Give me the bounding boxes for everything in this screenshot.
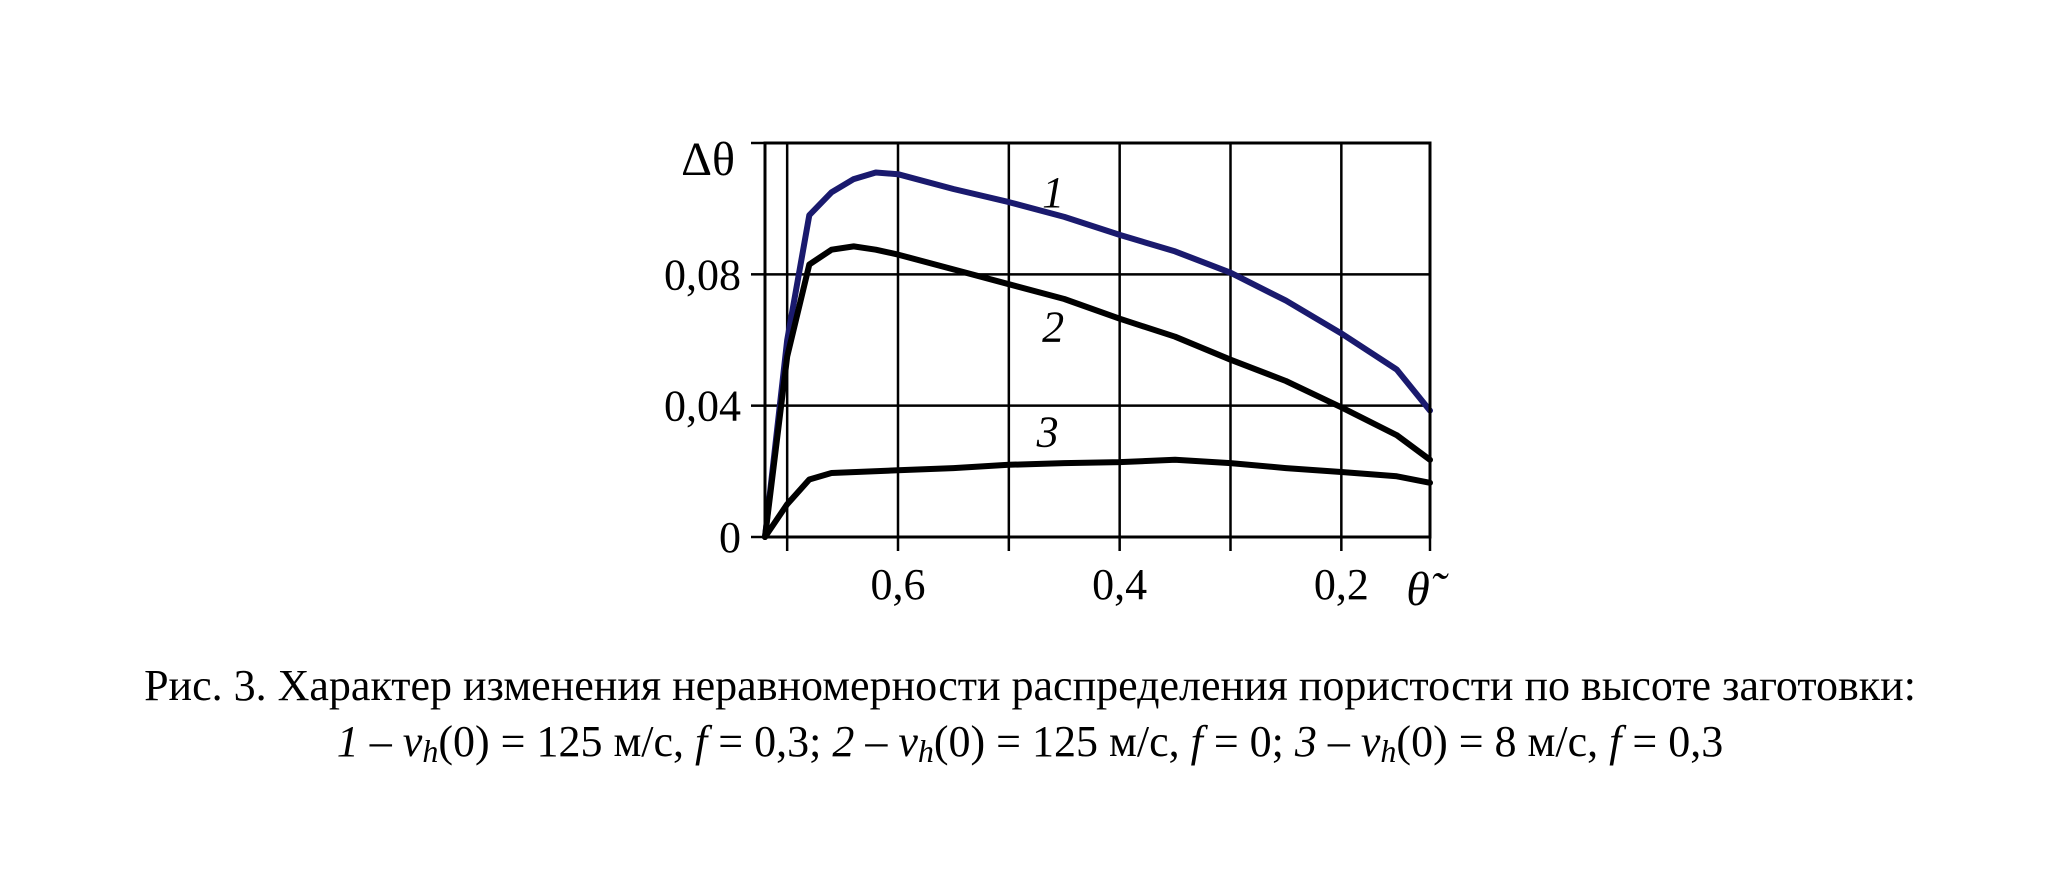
curve-label-1: 1: [1042, 168, 1064, 217]
caption-dash: –: [1327, 717, 1350, 766]
figure-caption-title: Рис. 3. Характер изменения неравномернос…: [144, 661, 1916, 710]
y-tick-label: 0,04: [664, 382, 741, 431]
caption-var-v: v: [402, 717, 423, 766]
series-lines: [762, 169, 1433, 540]
caption-arg: (0) = 125 м/с,: [438, 717, 685, 766]
figure-caption-legend: 1 – vh(0) = 125 м/с, f = 0,3; 2 – vh(0) …: [0, 716, 2060, 777]
caption-item-3: 3 – vh(0) = 8 м/с, f = 0,3: [1294, 717, 1724, 769]
chart: 0,6 0,4 0,2 0 0,04 0,08 Δθ θ̃ 1 2 3: [664, 133, 1449, 616]
caption-var-v: v: [1360, 717, 1381, 766]
caption-sub-h: h: [917, 733, 934, 769]
x-tick-label: 0,2: [1314, 560, 1369, 609]
plot-border: [763, 141, 1432, 539]
caption-dash: –: [865, 717, 888, 766]
curve-label-3: 3: [1036, 408, 1059, 457]
caption-item-3-num: 3: [1294, 717, 1317, 766]
caption-sub-h: h: [1380, 733, 1397, 769]
caption-item-2-num: 2: [832, 717, 855, 766]
caption-item-2: 2 – vh(0) = 125 м/с, f = 0;: [832, 717, 1295, 769]
chart-labels: 0,6 0,4 0,2 0 0,04 0,08 Δθ θ̃ 1 2 3: [664, 133, 1449, 616]
y-tick-label: 0,08: [664, 250, 741, 299]
series-line-3: [762, 456, 1433, 540]
caption-sep: ;: [809, 717, 822, 766]
caption-item-1-num: 1: [336, 717, 359, 766]
series-line-1: [762, 169, 1433, 540]
series-line-2: [762, 243, 1433, 540]
caption-fval: = 0: [1213, 717, 1272, 766]
caption-var-f: f: [1190, 717, 1203, 766]
caption-item-1: 1 – vh(0) = 125 м/с, f = 0,3;: [336, 717, 833, 769]
axis-ticks: [751, 141, 1432, 551]
plot-frame: [763, 141, 1432, 539]
caption-sub-h: h: [422, 733, 439, 769]
caption-fval: = 0,3: [718, 717, 810, 766]
caption-arg: (0) = 8 м/с,: [1396, 717, 1599, 766]
y-axis-label: Δθ: [681, 133, 735, 186]
y-tick-label: 0: [719, 513, 741, 562]
caption-var-f: f: [695, 717, 708, 766]
x-tick-label: 0,4: [1092, 560, 1147, 609]
curve-label-2: 2: [1042, 303, 1064, 352]
caption-sep: ;: [1271, 717, 1284, 766]
grid: [765, 141, 1432, 539]
caption-dash: –: [369, 717, 392, 766]
caption-var-v: v: [898, 717, 918, 766]
caption-fval: = 0,3: [1632, 717, 1724, 766]
caption-var-f: f: [1609, 717, 1622, 766]
caption-arg: (0) = 125 м/с,: [933, 717, 1180, 766]
x-axis-label: θ̃: [1406, 563, 1449, 616]
x-tick-label: 0,6: [871, 560, 926, 609]
